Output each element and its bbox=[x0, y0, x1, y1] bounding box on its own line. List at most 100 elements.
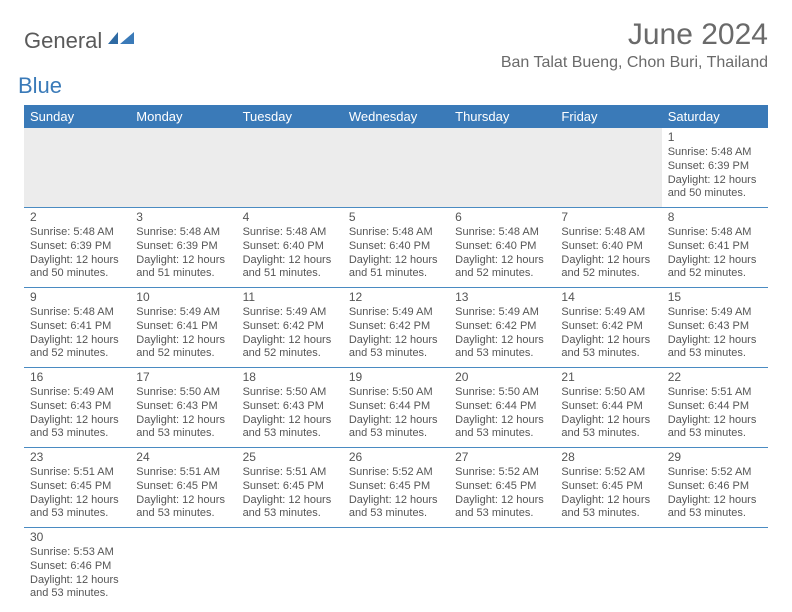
sunrise-text: Sunrise: 5:49 AM bbox=[243, 306, 337, 320]
calendar-cell bbox=[237, 528, 343, 608]
sunset-text: Sunset: 6:42 PM bbox=[455, 320, 549, 334]
calendar-cell: 27Sunrise: 5:52 AMSunset: 6:45 PMDayligh… bbox=[449, 448, 555, 528]
calendar-cell: 15Sunrise: 5:49 AMSunset: 6:43 PMDayligh… bbox=[662, 288, 768, 368]
calendar-cell: 10Sunrise: 5:49 AMSunset: 6:41 PMDayligh… bbox=[130, 288, 236, 368]
calendar-week-row: 30Sunrise: 5:53 AMSunset: 6:46 PMDayligh… bbox=[24, 528, 768, 608]
day-header: Wednesday bbox=[343, 105, 449, 128]
daylight-text: Daylight: 12 hours and 52 minutes. bbox=[668, 254, 762, 282]
day-number: 7 bbox=[561, 210, 655, 225]
day-number: 24 bbox=[136, 450, 230, 465]
daylight-text: Daylight: 12 hours and 53 minutes. bbox=[561, 414, 655, 442]
calendar-cell bbox=[449, 528, 555, 608]
sunrise-text: Sunrise: 5:50 AM bbox=[136, 386, 230, 400]
calendar-cell: 6Sunrise: 5:48 AMSunset: 6:40 PMDaylight… bbox=[449, 208, 555, 288]
sunrise-text: Sunrise: 5:48 AM bbox=[30, 226, 124, 240]
day-header: Friday bbox=[555, 105, 661, 128]
sunrise-text: Sunrise: 5:48 AM bbox=[30, 306, 124, 320]
day-number: 3 bbox=[136, 210, 230, 225]
daylight-text: Daylight: 12 hours and 52 minutes. bbox=[561, 254, 655, 282]
day-number: 11 bbox=[243, 290, 337, 305]
sunset-text: Sunset: 6:42 PM bbox=[243, 320, 337, 334]
calendar-cell bbox=[449, 128, 555, 208]
daylight-text: Daylight: 12 hours and 50 minutes. bbox=[30, 254, 124, 282]
sunset-text: Sunset: 6:40 PM bbox=[349, 240, 443, 254]
day-number: 8 bbox=[668, 210, 762, 225]
daylight-text: Daylight: 12 hours and 53 minutes. bbox=[349, 414, 443, 442]
daylight-text: Daylight: 12 hours and 52 minutes. bbox=[455, 254, 549, 282]
calendar-cell: 5Sunrise: 5:48 AMSunset: 6:40 PMDaylight… bbox=[343, 208, 449, 288]
sunrise-text: Sunrise: 5:48 AM bbox=[668, 146, 762, 160]
day-number: 16 bbox=[30, 370, 124, 385]
daylight-text: Daylight: 12 hours and 53 minutes. bbox=[243, 414, 337, 442]
daylight-text: Daylight: 12 hours and 52 minutes. bbox=[30, 334, 124, 362]
daylight-text: Daylight: 12 hours and 53 minutes. bbox=[561, 494, 655, 522]
sunrise-text: Sunrise: 5:49 AM bbox=[136, 306, 230, 320]
daylight-text: Daylight: 12 hours and 53 minutes. bbox=[455, 414, 549, 442]
day-number: 25 bbox=[243, 450, 337, 465]
sunset-text: Sunset: 6:45 PM bbox=[30, 480, 124, 494]
sunrise-text: Sunrise: 5:50 AM bbox=[243, 386, 337, 400]
sunset-text: Sunset: 6:43 PM bbox=[243, 400, 337, 414]
sunrise-text: Sunrise: 5:49 AM bbox=[30, 386, 124, 400]
calendar-cell: 25Sunrise: 5:51 AMSunset: 6:45 PMDayligh… bbox=[237, 448, 343, 528]
sunset-text: Sunset: 6:44 PM bbox=[349, 400, 443, 414]
day-number: 27 bbox=[455, 450, 549, 465]
sunset-text: Sunset: 6:41 PM bbox=[668, 240, 762, 254]
calendar-cell: 11Sunrise: 5:49 AMSunset: 6:42 PMDayligh… bbox=[237, 288, 343, 368]
calendar-cell bbox=[343, 128, 449, 208]
location: Ban Talat Bueng, Chon Buri, Thailand bbox=[501, 54, 768, 72]
sunset-text: Sunset: 6:40 PM bbox=[561, 240, 655, 254]
calendar-cell bbox=[555, 128, 661, 208]
day-number: 14 bbox=[561, 290, 655, 305]
sunrise-text: Sunrise: 5:51 AM bbox=[30, 466, 124, 480]
day-header: Tuesday bbox=[237, 105, 343, 128]
day-number: 20 bbox=[455, 370, 549, 385]
day-header: Sunday bbox=[24, 105, 130, 128]
day-number: 12 bbox=[349, 290, 443, 305]
sunset-text: Sunset: 6:39 PM bbox=[136, 240, 230, 254]
sunrise-text: Sunrise: 5:48 AM bbox=[668, 226, 762, 240]
daylight-text: Daylight: 12 hours and 51 minutes. bbox=[349, 254, 443, 282]
sunset-text: Sunset: 6:39 PM bbox=[30, 240, 124, 254]
day-number: 1 bbox=[668, 130, 762, 145]
day-number: 10 bbox=[136, 290, 230, 305]
sunset-text: Sunset: 6:42 PM bbox=[561, 320, 655, 334]
sunrise-text: Sunrise: 5:48 AM bbox=[243, 226, 337, 240]
calendar-cell: 14Sunrise: 5:49 AMSunset: 6:42 PMDayligh… bbox=[555, 288, 661, 368]
calendar-cell: 16Sunrise: 5:49 AMSunset: 6:43 PMDayligh… bbox=[24, 368, 130, 448]
sunset-text: Sunset: 6:46 PM bbox=[30, 560, 124, 574]
calendar-cell: 18Sunrise: 5:50 AMSunset: 6:43 PMDayligh… bbox=[237, 368, 343, 448]
header: General Blue June 2024 Ban Talat Bueng, … bbox=[24, 18, 768, 99]
day-header: Monday bbox=[130, 105, 236, 128]
calendar-cell: 23Sunrise: 5:51 AMSunset: 6:45 PMDayligh… bbox=[24, 448, 130, 528]
calendar-week-row: 16Sunrise: 5:49 AMSunset: 6:43 PMDayligh… bbox=[24, 368, 768, 448]
sunset-text: Sunset: 6:46 PM bbox=[668, 480, 762, 494]
calendar-cell: 9Sunrise: 5:48 AMSunset: 6:41 PMDaylight… bbox=[24, 288, 130, 368]
sunset-text: Sunset: 6:44 PM bbox=[455, 400, 549, 414]
day-header: Saturday bbox=[662, 105, 768, 128]
day-number: 19 bbox=[349, 370, 443, 385]
calendar-week-row: 1Sunrise: 5:48 AMSunset: 6:39 PMDaylight… bbox=[24, 128, 768, 208]
day-number: 15 bbox=[668, 290, 762, 305]
calendar-cell bbox=[130, 128, 236, 208]
sunset-text: Sunset: 6:42 PM bbox=[349, 320, 443, 334]
title-block: June 2024 Ban Talat Bueng, Chon Buri, Th… bbox=[501, 18, 768, 72]
day-number: 21 bbox=[561, 370, 655, 385]
daylight-text: Daylight: 12 hours and 53 minutes. bbox=[136, 414, 230, 442]
sunrise-text: Sunrise: 5:48 AM bbox=[455, 226, 549, 240]
calendar-cell: 30Sunrise: 5:53 AMSunset: 6:46 PMDayligh… bbox=[24, 528, 130, 608]
day-number: 28 bbox=[561, 450, 655, 465]
sunset-text: Sunset: 6:43 PM bbox=[30, 400, 124, 414]
daylight-text: Daylight: 12 hours and 52 minutes. bbox=[243, 334, 337, 362]
daylight-text: Daylight: 12 hours and 51 minutes. bbox=[136, 254, 230, 282]
sunrise-text: Sunrise: 5:50 AM bbox=[349, 386, 443, 400]
daylight-text: Daylight: 12 hours and 53 minutes. bbox=[243, 494, 337, 522]
daylight-text: Daylight: 12 hours and 53 minutes. bbox=[668, 414, 762, 442]
sunset-text: Sunset: 6:44 PM bbox=[561, 400, 655, 414]
sunrise-text: Sunrise: 5:48 AM bbox=[561, 226, 655, 240]
calendar-cell: 12Sunrise: 5:49 AMSunset: 6:42 PMDayligh… bbox=[343, 288, 449, 368]
sunset-text: Sunset: 6:45 PM bbox=[243, 480, 337, 494]
calendar-header-row: SundayMondayTuesdayWednesdayThursdayFrid… bbox=[24, 105, 768, 128]
sunrise-text: Sunrise: 5:52 AM bbox=[561, 466, 655, 480]
sunrise-text: Sunrise: 5:49 AM bbox=[668, 306, 762, 320]
